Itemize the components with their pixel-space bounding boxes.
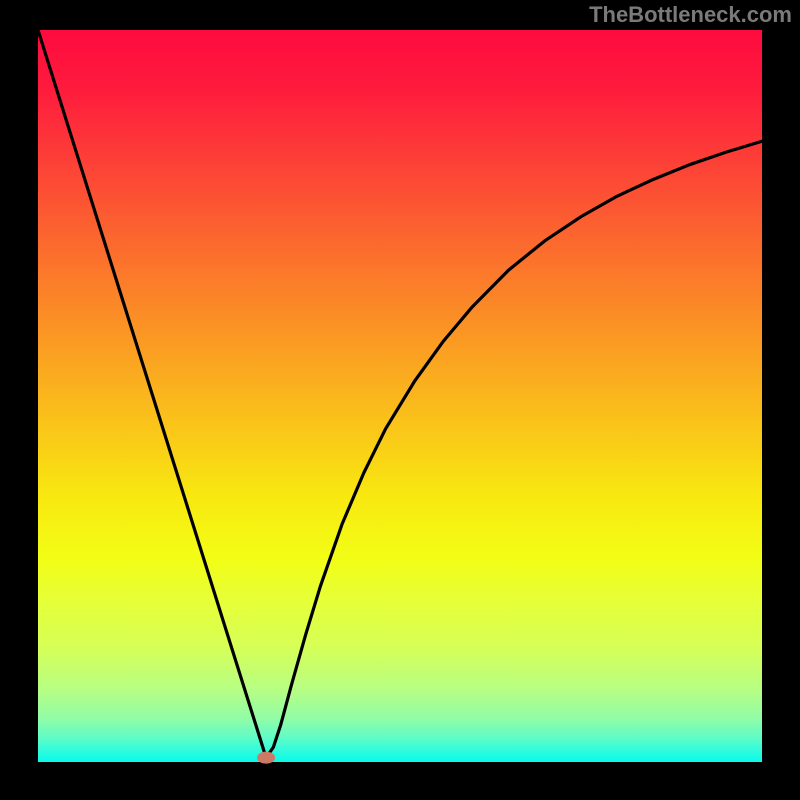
bottleneck-chart	[0, 0, 800, 800]
optimal-point-marker	[257, 752, 275, 764]
chart-container: TheBottleneck.com	[0, 0, 800, 800]
plot-area	[38, 30, 762, 762]
watermark-text: TheBottleneck.com	[589, 2, 792, 28]
